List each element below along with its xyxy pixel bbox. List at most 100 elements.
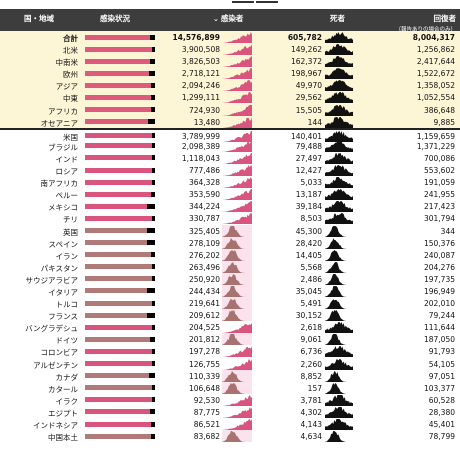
status-bar-deaths <box>152 385 155 391</box>
table-row[interactable]: 南アフリカ 364,328 5,033 191,059 <box>0 176 460 189</box>
cases-value: 204,525 <box>188 323 220 333</box>
cases-sparkline-area <box>222 322 252 334</box>
table-row[interactable]: ペルー 353,590 13,187 241,955 <box>0 188 460 201</box>
cases-sparkline <box>222 104 252 116</box>
status-bar <box>85 155 155 161</box>
status-bar <box>85 288 155 294</box>
row-name: 合計 <box>63 34 78 43</box>
table-row[interactable]: ロシア 777,486 12,427 553,602 <box>0 164 460 177</box>
table-row[interactable]: イタリア 244,434 35,045 196,949 <box>0 284 460 297</box>
table-row[interactable]: インドネシア 86,521 4,143 45,401 <box>0 418 460 430</box>
deaths-sparkline <box>325 370 353 382</box>
column-header-deaths[interactable]: 死者 <box>330 14 345 23</box>
status-bar-fill <box>85 34 151 40</box>
table-row[interactable]: パキスタン 263,496 5,568 204,276 <box>0 260 460 273</box>
region-row[interactable]: 中東 1,299,111 29,562 1,052,554 <box>0 91 460 104</box>
status-bar-deaths <box>151 264 155 270</box>
table-row[interactable]: 中国本土 83,682 4,634 78,799 <box>0 430 460 443</box>
table-row[interactable]: エジプト 87,775 4,302 28,380 <box>0 406 460 418</box>
deaths-value: 28,420 <box>295 238 322 248</box>
table-row[interactable]: スペイン 278,109 28,420 150,376 <box>0 236 460 249</box>
status-bar-fill <box>85 361 153 367</box>
cases-value: 110,339 <box>188 371 220 381</box>
status-bar <box>85 336 155 342</box>
cases-sparkline <box>222 297 252 310</box>
region-row[interactable]: 北米 3,900,508 149,262 1,256,862 <box>0 43 460 56</box>
table-row[interactable]: メキシコ 344,224 39,184 217,423 <box>0 200 460 213</box>
deaths-value: 4,143 <box>300 420 322 429</box>
deaths-value: 6,736 <box>300 347 322 357</box>
cases-sparkline-area <box>222 273 252 285</box>
deaths-value: 12,427 <box>295 166 322 176</box>
status-bar-fill <box>85 167 152 173</box>
deaths-value: 14,405 <box>295 250 322 260</box>
table-row[interactable]: 英国 325,405 45,300 344 <box>0 224 460 237</box>
region-row[interactable]: 欧州 2,718,121 198,967 1,522,672 <box>0 67 460 80</box>
table-row[interactable]: コロンビア 197,278 6,736 91,793 <box>0 345 460 358</box>
region-row[interactable]: アジア 2,094,246 49,970 1,358,052 <box>0 79 460 92</box>
row-name: 中南米 <box>55 58 79 68</box>
table-row[interactable]: サウジアラビア 250,920 2,486 197,735 <box>0 272 460 285</box>
column-header-cases[interactable]: ⌄ 感染者 <box>213 13 243 24</box>
cases-sparkline <box>222 358 252 370</box>
table-row[interactable]: ブラジル 2,098,389 79,488 1,371,229 <box>0 140 460 152</box>
column-header-status[interactable]: 感染状況 <box>100 14 130 23</box>
cases-value: 86,521 <box>193 420 220 429</box>
region-row[interactable]: 合計 14,576,899 605,782 8,004,317 <box>0 31 460 44</box>
table-row[interactable]: 米国 3,789,999 140,401 1,159,659 <box>0 127 460 142</box>
cases-sparkline <box>222 406 252 418</box>
recovered-value: 2,417,644 <box>416 57 455 67</box>
row-name: スペイン <box>48 239 78 249</box>
deaths-sparkline-area <box>325 322 353 334</box>
table-row[interactable]: ドイツ 201,812 9,061 187,050 <box>0 333 460 346</box>
recovered-value: 8,004,317 <box>412 33 455 42</box>
row-name: メキシコ <box>48 203 78 213</box>
table-row[interactable]: カタール 106,648 157 103,377 <box>0 381 460 394</box>
table-row[interactable]: チリ 330,787 8,503 301,794 <box>0 212 460 225</box>
table-row[interactable]: カナダ 110,339 8,852 97,051 <box>0 369 460 382</box>
column-header-recovered-note: （報告ありの場合のみ） <box>395 27 456 33</box>
cases-sparkline <box>222 68 252 80</box>
view-tabs[interactable] <box>232 0 278 3</box>
cases-value: 3,826,503 <box>181 57 220 67</box>
table-row[interactable]: フランス 209,612 30,152 79,244 <box>0 309 460 322</box>
status-bar <box>85 264 155 270</box>
row-name: エジプト <box>48 408 78 418</box>
deaths-sparkline-area <box>325 213 353 225</box>
deaths-sparkline <box>325 382 353 394</box>
cases-sparkline-area <box>222 358 252 370</box>
table-row[interactable]: アルゼンチン 126,755 2,260 54,105 <box>0 358 460 370</box>
table-row[interactable]: イラン 276,202 14,405 240,087 <box>0 248 460 261</box>
region-row[interactable]: アフリカ 724,930 15,505 386,648 <box>0 103 460 116</box>
region-row[interactable]: オセアニア 13,480 144 9,885 <box>0 115 460 128</box>
deaths-sparkline <box>325 346 353 358</box>
status-bar-fill <box>85 215 152 221</box>
row-name: オセアニア <box>40 118 78 128</box>
table-row[interactable]: バングラデシュ 204,525 2,618 111,644 <box>0 321 460 334</box>
deaths-sparkline <box>325 273 353 285</box>
deaths-sparkline-area <box>325 299 353 310</box>
deaths-sparkline-area <box>325 177 353 189</box>
status-bar-deaths <box>150 433 155 439</box>
table-row[interactable]: トルコ 219,641 5,491 202,010 <box>0 297 460 310</box>
column-header-cases-label: 感染者 <box>220 14 244 23</box>
cases-sparkline-area <box>222 249 252 261</box>
status-bar-fill <box>85 421 151 427</box>
cases-sparkline <box>222 309 252 322</box>
deaths-value: 5,568 <box>300 262 322 272</box>
table-row[interactable]: イラク 92,530 3,781 60,528 <box>0 394 460 406</box>
status-bar-deaths <box>151 215 155 221</box>
column-header-country[interactable]: 国・地域 <box>24 14 54 23</box>
recovered-value: 1,052,554 <box>416 93 455 103</box>
deaths-value: 2,618 <box>300 323 322 333</box>
row-name: フランス <box>48 312 78 322</box>
status-bar-deaths <box>151 324 155 330</box>
status-bar <box>85 70 155 76</box>
region-row[interactable]: 中南米 3,826,503 162,372 2,417,644 <box>0 55 460 68</box>
deaths-value: 198,967 <box>290 69 322 79</box>
status-bar <box>85 133 155 139</box>
status-bar-deaths <box>150 336 155 342</box>
table-row[interactable]: インド 1,118,043 27,497 700,086 <box>0 152 460 164</box>
cases-sparkline <box>222 236 252 249</box>
column-header-recovered[interactable]: 回復者 （報告ありの場合のみ） <box>380 13 456 33</box>
